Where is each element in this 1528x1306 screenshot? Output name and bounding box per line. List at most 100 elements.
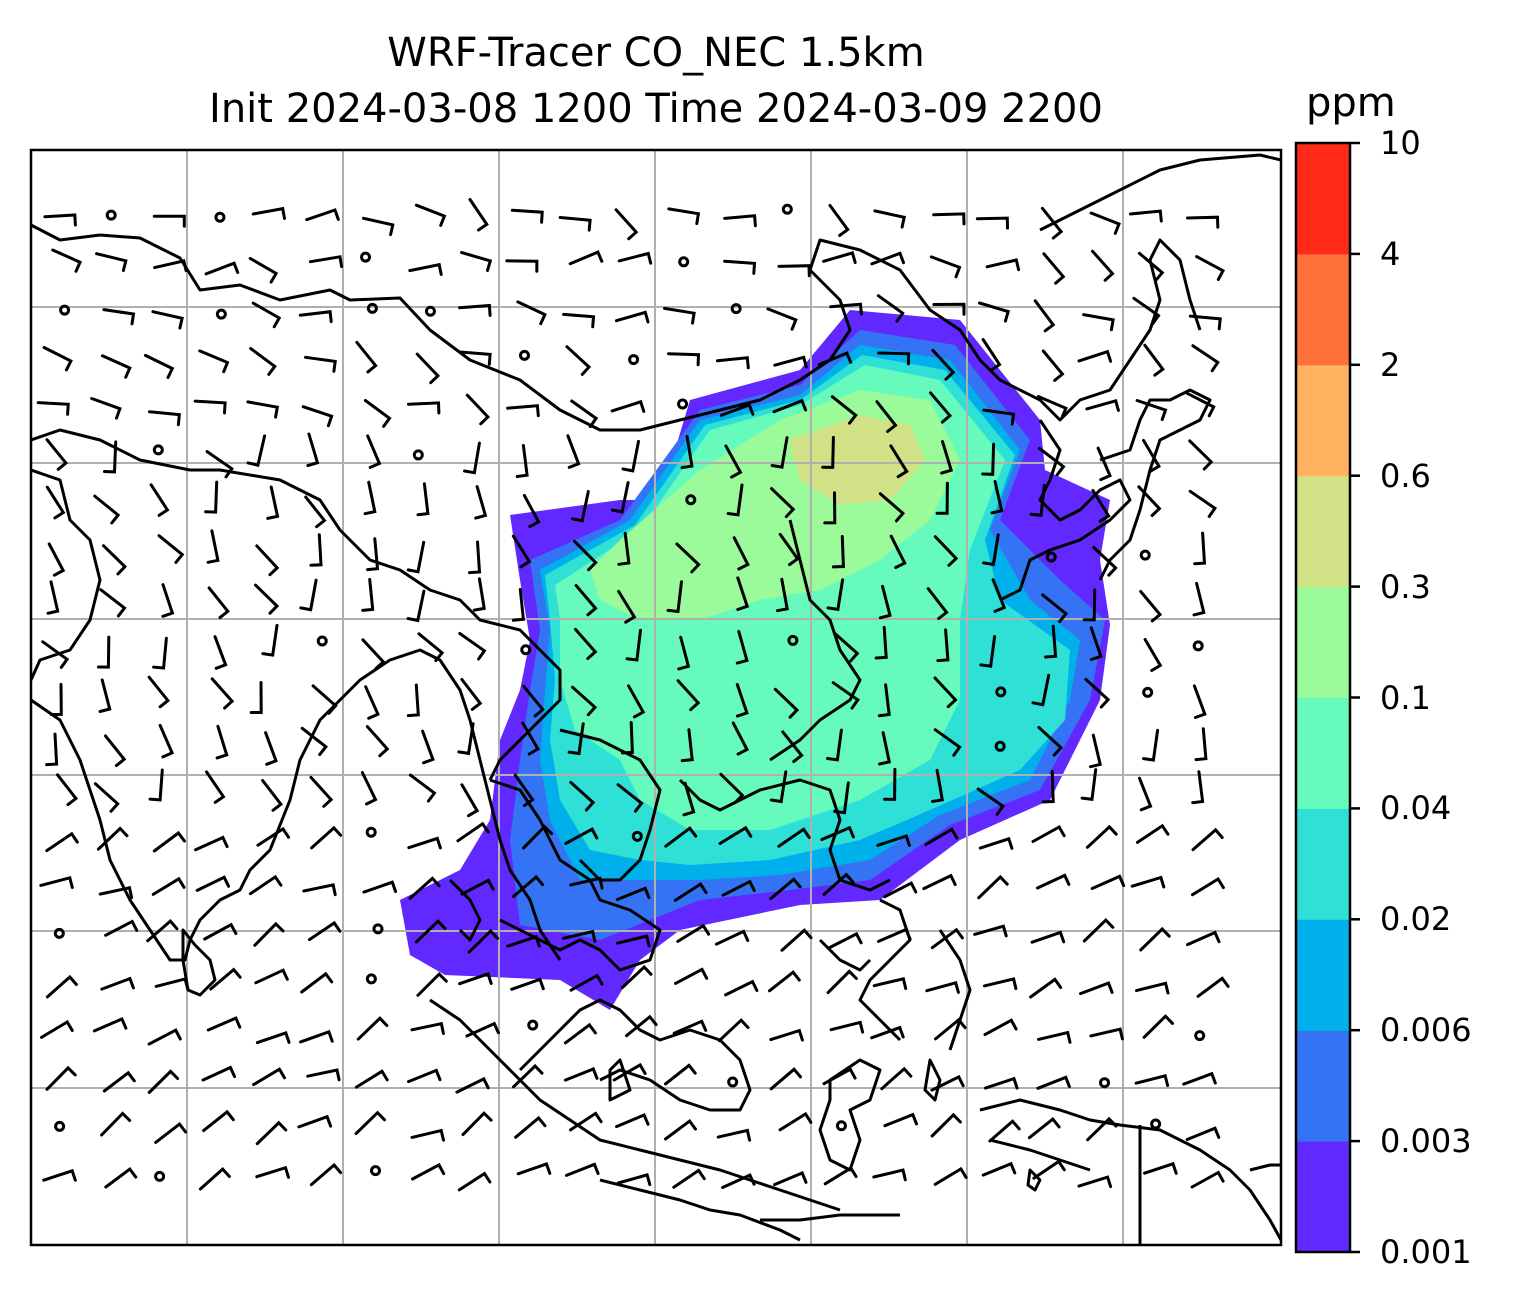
wind-barb — [512, 1063, 544, 1089]
wind-barb — [301, 405, 334, 428]
wind-barb — [1191, 770, 1205, 805]
wind-barb — [406, 589, 426, 623]
wind-barb — [251, 301, 282, 329]
wind-barb — [143, 353, 175, 379]
calm-wind-circle — [53, 927, 65, 939]
wind-barb — [1089, 211, 1121, 235]
wind-barb — [510, 208, 544, 224]
wind-barb — [463, 441, 481, 475]
wind-barb — [976, 787, 1005, 816]
wind-barb — [781, 730, 804, 764]
wind-barb — [102, 1070, 136, 1093]
wind-barb — [676, 923, 711, 943]
wind-barb — [1085, 398, 1120, 412]
wind-barb — [1192, 684, 1207, 719]
wind-barb — [770, 487, 796, 519]
calm-wind-circle — [518, 349, 530, 361]
wind-barb — [930, 927, 964, 950]
wind-barb — [204, 480, 219, 514]
wind-barb — [308, 255, 344, 269]
colorbar-tick-label: 0.6 — [1380, 456, 1431, 495]
wind-barb — [366, 434, 382, 469]
wind-barb — [253, 921, 285, 947]
calm-wind-circle — [727, 1076, 739, 1088]
wind-barb — [570, 399, 599, 429]
wind-barb — [1077, 1175, 1113, 1189]
wind-barb — [102, 544, 128, 576]
wind-barb — [98, 678, 112, 713]
wind-barb — [254, 583, 280, 615]
wind-barb — [261, 623, 279, 657]
colorbar-bin — [1296, 253, 1350, 366]
wind-barb — [716, 356, 750, 370]
calm-wind-circle — [787, 634, 799, 646]
co-tracer-plume — [400, 310, 1110, 1010]
wind-barb — [984, 1076, 1019, 1090]
wind-barb — [1036, 1075, 1071, 1090]
wind-barb — [304, 495, 327, 529]
wind-barb — [1191, 876, 1225, 897]
coastlines-borders — [31, 153, 1281, 1245]
wind-barb — [1077, 349, 1113, 363]
wind-barb — [766, 307, 798, 331]
wind-barb — [354, 1110, 386, 1136]
wind-barb — [210, 677, 235, 710]
calm-wind-circle — [54, 1120, 66, 1132]
wind-barb — [1036, 395, 1068, 419]
wind-barb — [201, 1065, 237, 1082]
wind-barb — [821, 435, 835, 469]
calm-wind-circle — [677, 398, 689, 410]
wind-barb — [249, 681, 263, 714]
wind-barb — [736, 576, 750, 611]
wind-barb — [616, 1173, 652, 1187]
wind-barb — [1132, 296, 1161, 326]
wind-barb — [1185, 1126, 1221, 1141]
wind-barb — [883, 1112, 918, 1128]
calm-wind-circle — [527, 1019, 539, 1031]
wind-barb — [773, 355, 808, 369]
wind-barb — [933, 535, 959, 567]
wind-barb — [562, 929, 597, 943]
wind-barb — [521, 721, 540, 756]
wind-barb — [934, 1017, 967, 1041]
calm-wind-circle — [365, 826, 377, 838]
wind-barb — [1139, 926, 1171, 952]
wind-barb — [1137, 251, 1165, 282]
wind-barb — [306, 432, 320, 468]
wind-barb — [193, 399, 227, 415]
wind-barb — [719, 772, 745, 804]
wind-barb — [1091, 488, 1111, 523]
wind-barb — [777, 827, 811, 848]
wind-barb — [982, 533, 1000, 567]
wind-barb — [468, 540, 482, 575]
wind-barb — [300, 971, 334, 994]
calm-wind-circle — [1099, 1077, 1111, 1089]
wind-barb — [983, 1018, 1018, 1037]
wind-barb — [511, 874, 545, 899]
wind-barb — [152, 830, 186, 853]
wind-barb — [1040, 206, 1064, 240]
calm-wind-circle — [215, 308, 227, 320]
wind-barb — [414, 203, 447, 227]
wind-barb — [625, 628, 642, 662]
wind-barb — [154, 1121, 188, 1144]
wind-barb — [1143, 1161, 1178, 1175]
wind-barb — [567, 722, 585, 756]
colorbar-tick-label: 10 — [1380, 124, 1421, 162]
wind-barb — [926, 587, 949, 620]
calm-wind-circle — [678, 256, 690, 268]
wind-barb — [246, 400, 280, 419]
calm-wind-circle — [994, 740, 1006, 752]
wind-barb — [889, 444, 909, 479]
wind-barb — [617, 531, 631, 566]
colorbar-tick-label: 2 — [1380, 345, 1401, 384]
wind-barb — [298, 310, 333, 324]
wind-barb — [872, 1168, 907, 1182]
wind-barb — [773, 687, 800, 719]
wind-barb — [1196, 976, 1230, 998]
colorbar — [1294, 141, 1360, 1254]
wind-barb — [43, 213, 77, 227]
colorbar-bin — [1296, 143, 1350, 255]
colorbar-tick-label: 0.04 — [1380, 789, 1452, 828]
wind-barb — [672, 1019, 708, 1035]
